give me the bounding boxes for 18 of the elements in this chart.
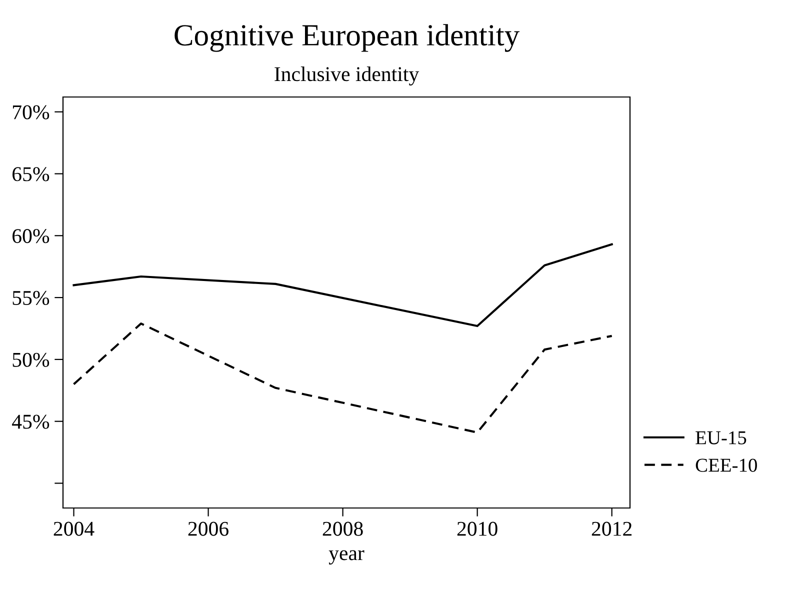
y-tick-label: 50% <box>12 352 50 367</box>
y-tick-label: 45% <box>12 414 50 429</box>
y-tick-label: 60% <box>12 229 50 244</box>
y-tick-label: 70% <box>12 105 50 120</box>
x-tick-label: 2006 <box>188 522 228 536</box>
line-series <box>72 322 613 434</box>
y-tick-label: 55% <box>12 290 50 306</box>
y-tick-label: 65% <box>12 167 50 182</box>
x-tick-label: 2008 <box>322 522 363 536</box>
x-tick-label: 2004 <box>54 522 94 536</box>
x-axis-title: year <box>328 550 364 565</box>
line-series <box>72 243 613 328</box>
chart-subtitle: Inclusive identity <box>274 66 420 86</box>
x-tick-label: 2012 <box>592 522 632 536</box>
legend-label: EU-15 <box>696 431 746 444</box>
x-tick-label: 2010 <box>457 522 498 536</box>
chart-title: Cognitive European identity <box>174 24 520 52</box>
legend-label: CEE-10 <box>696 458 757 472</box>
